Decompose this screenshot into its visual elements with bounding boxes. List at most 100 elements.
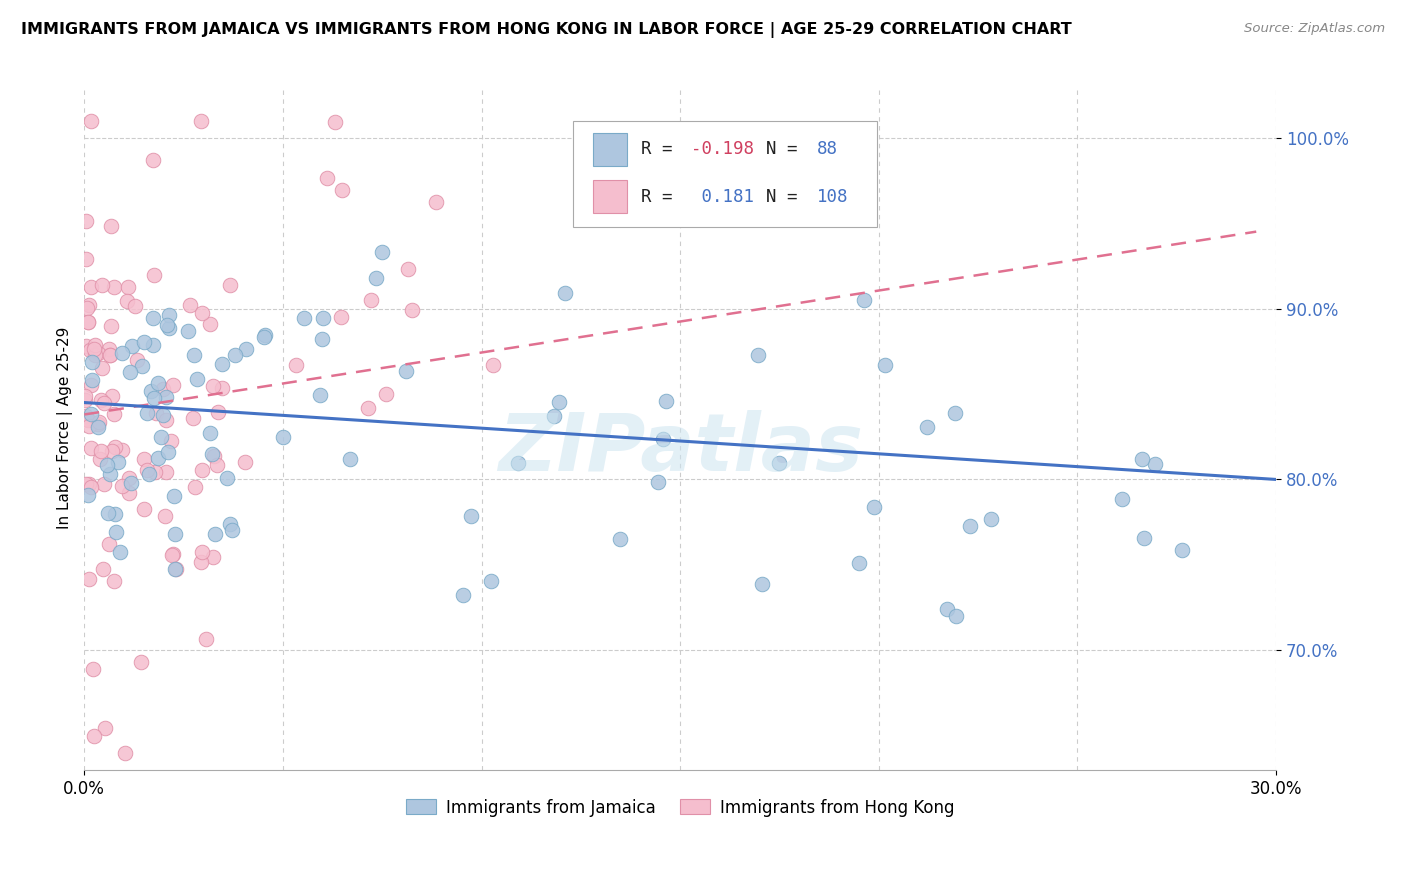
Point [98,342,121,356]
Point [165,527,187,541]
Point [117,279,139,293]
Point [162,378,184,392]
Point [77,315,100,329]
Point [184,479,207,493]
Point [647,475,669,489]
Point [94,722,117,736]
Point [82,662,104,676]
Point [90,444,112,458]
Point [396,261,419,276]
Point [155,390,177,404]
Point [77,418,100,433]
Point [118,471,141,485]
Point [221,524,243,538]
Text: N =: N = [766,140,808,158]
Text: IMMIGRANTS FROM JAMAICA VS IMMIGRANTS FROM HONG KONG IN LABOR FORCE | AGE 25-29 : IMMIGRANTS FROM JAMAICA VS IMMIGRANTS FR… [21,22,1071,38]
Point [77,477,100,491]
Point [980,512,1002,526]
Point [425,194,447,209]
Point [141,384,163,398]
Point [80,279,103,293]
Point [194,632,217,646]
FancyBboxPatch shape [572,120,877,227]
Point [143,465,166,479]
Point [366,271,388,285]
Point [155,413,177,427]
Point [146,376,169,390]
Point [91,562,114,576]
Point [308,388,330,402]
Point [90,278,112,293]
Point [157,444,180,458]
Point [200,318,222,332]
Point [87,419,110,434]
Point [111,443,134,458]
Point [1111,492,1133,507]
Point [153,509,176,524]
Point [80,113,103,128]
Point [207,405,229,419]
Point [183,348,205,362]
Point [218,517,240,532]
Point [98,348,121,362]
Point [1143,458,1166,472]
Point [124,299,146,313]
Point [152,408,174,422]
Text: Source: ZipAtlas.com: Source: ZipAtlas.com [1244,22,1385,36]
Point [1170,542,1192,557]
Point [142,337,165,351]
Point [103,280,125,294]
Point [107,455,129,469]
Point [80,480,103,494]
Point [201,550,224,565]
Point [190,113,212,128]
Text: ZIPatlas: ZIPatlas [498,409,863,488]
Point [224,348,246,362]
Text: R =: R = [641,140,683,158]
Point [77,413,100,427]
Point [162,547,184,561]
FancyBboxPatch shape [593,180,627,213]
Point [97,506,120,520]
Text: N =: N = [766,188,808,206]
Point [330,310,353,324]
Point [135,406,157,420]
Text: R =: R = [641,188,683,206]
Point [105,525,128,540]
Point [862,500,884,514]
Point [323,114,346,128]
Point [233,455,256,469]
Point [312,310,335,325]
Point [201,446,224,460]
Point [218,278,240,293]
Point [82,355,104,369]
Point [75,476,97,491]
Point [873,358,896,372]
Point [118,485,141,500]
Point [103,407,125,421]
Point [357,401,380,416]
Point [959,519,981,533]
Point [101,389,124,403]
Point [200,426,222,441]
Point [75,252,97,266]
Point [114,746,136,760]
Point [75,339,97,353]
Point [253,330,276,344]
Point [150,430,173,444]
Point [191,545,214,559]
Point [77,573,100,587]
Point [768,456,790,470]
Text: 88: 88 [817,140,838,158]
Point [87,417,110,432]
Point [375,387,398,401]
Point [84,348,107,362]
Point [100,318,122,333]
Point [111,478,134,492]
Point [360,293,382,307]
Legend: Immigrants from Jamaica, Immigrants from Hong Kong: Immigrants from Jamaica, Immigrants from… [399,792,962,823]
Point [311,332,333,346]
Point [90,360,112,375]
Point [292,310,315,325]
Point [848,556,870,570]
